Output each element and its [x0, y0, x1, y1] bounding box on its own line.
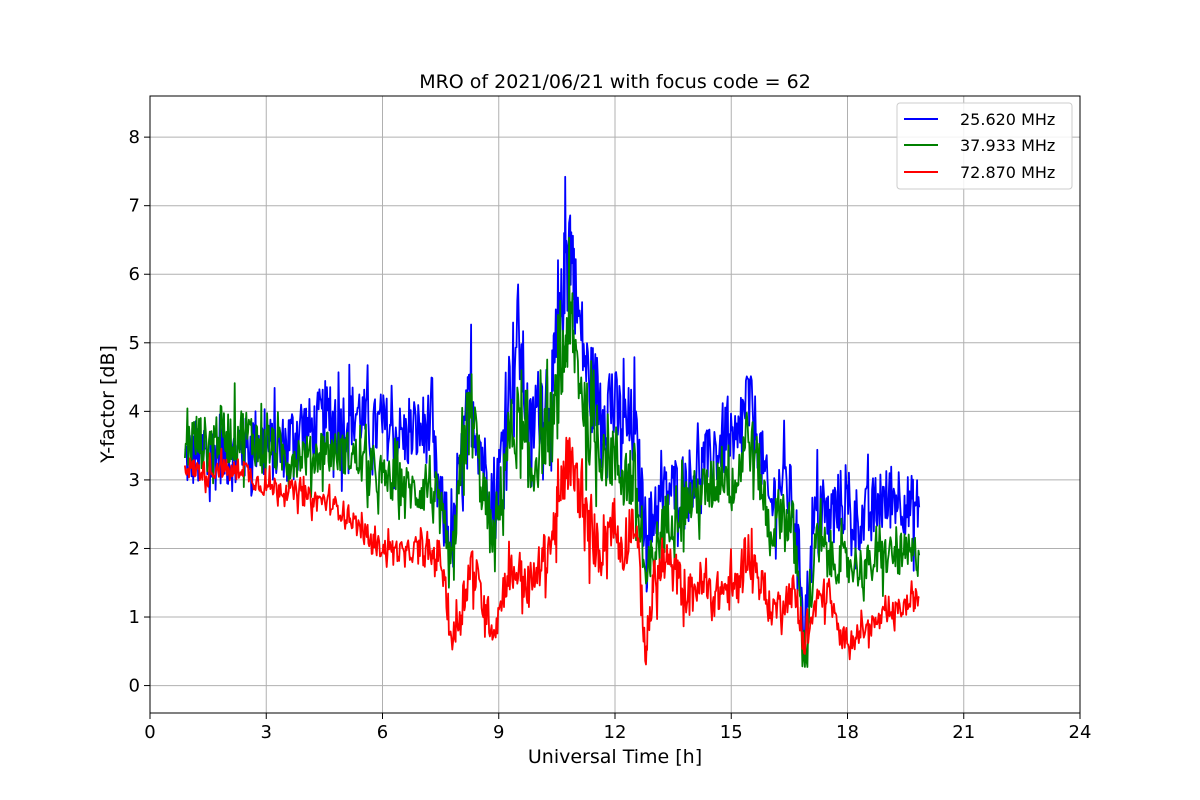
- y-tick-label: 4: [129, 401, 140, 422]
- series-line: [184, 436, 920, 666]
- chart-title: MRO of 2021/06/21 with focus code = 62: [419, 71, 811, 93]
- legend-label-37933: 37.933 MHz: [960, 136, 1055, 155]
- series-72-870-mhz: [184, 436, 920, 666]
- x-tick-label: 24: [1069, 722, 1092, 743]
- series-line: [184, 236, 921, 668]
- x-tick-label: 15: [720, 722, 743, 743]
- y-axis-label: Y-factor [dB]: [97, 345, 119, 464]
- series-37-933-mhz: [184, 236, 921, 668]
- x-tick-label: 9: [493, 722, 504, 743]
- legend-label-25620: 25.620 MHz: [960, 110, 1055, 129]
- x-tick-label: 18: [836, 722, 859, 743]
- y-tick-label: 1: [129, 607, 140, 628]
- series-line: [184, 175, 921, 643]
- x-tick-label: 6: [377, 722, 388, 743]
- x-tick-label: 21: [952, 722, 975, 743]
- series-25-620-mhz: [184, 175, 921, 643]
- legend-box: [896, 102, 1073, 190]
- y-tick-label: 2: [129, 538, 140, 559]
- legend-label-72870: 72.870 MHz: [960, 163, 1055, 182]
- y-tick-label: 8: [129, 127, 140, 148]
- y-tick-label: 7: [129, 196, 140, 217]
- y-tick-label: 0: [129, 676, 140, 697]
- y-tick-label: 6: [129, 264, 140, 285]
- x-axis-label: Universal Time [h]: [528, 746, 702, 768]
- x-tick-label: 3: [261, 722, 272, 743]
- x-tick-label: 12: [604, 722, 627, 743]
- x-tick-label: 0: [144, 722, 155, 743]
- y-tick-label: 3: [129, 470, 140, 491]
- y-tick-label: 5: [129, 333, 140, 354]
- legend: 25.620 MHz 37.933 MHz 72.870 MHz: [896, 102, 1073, 190]
- series-layer: [184, 175, 921, 668]
